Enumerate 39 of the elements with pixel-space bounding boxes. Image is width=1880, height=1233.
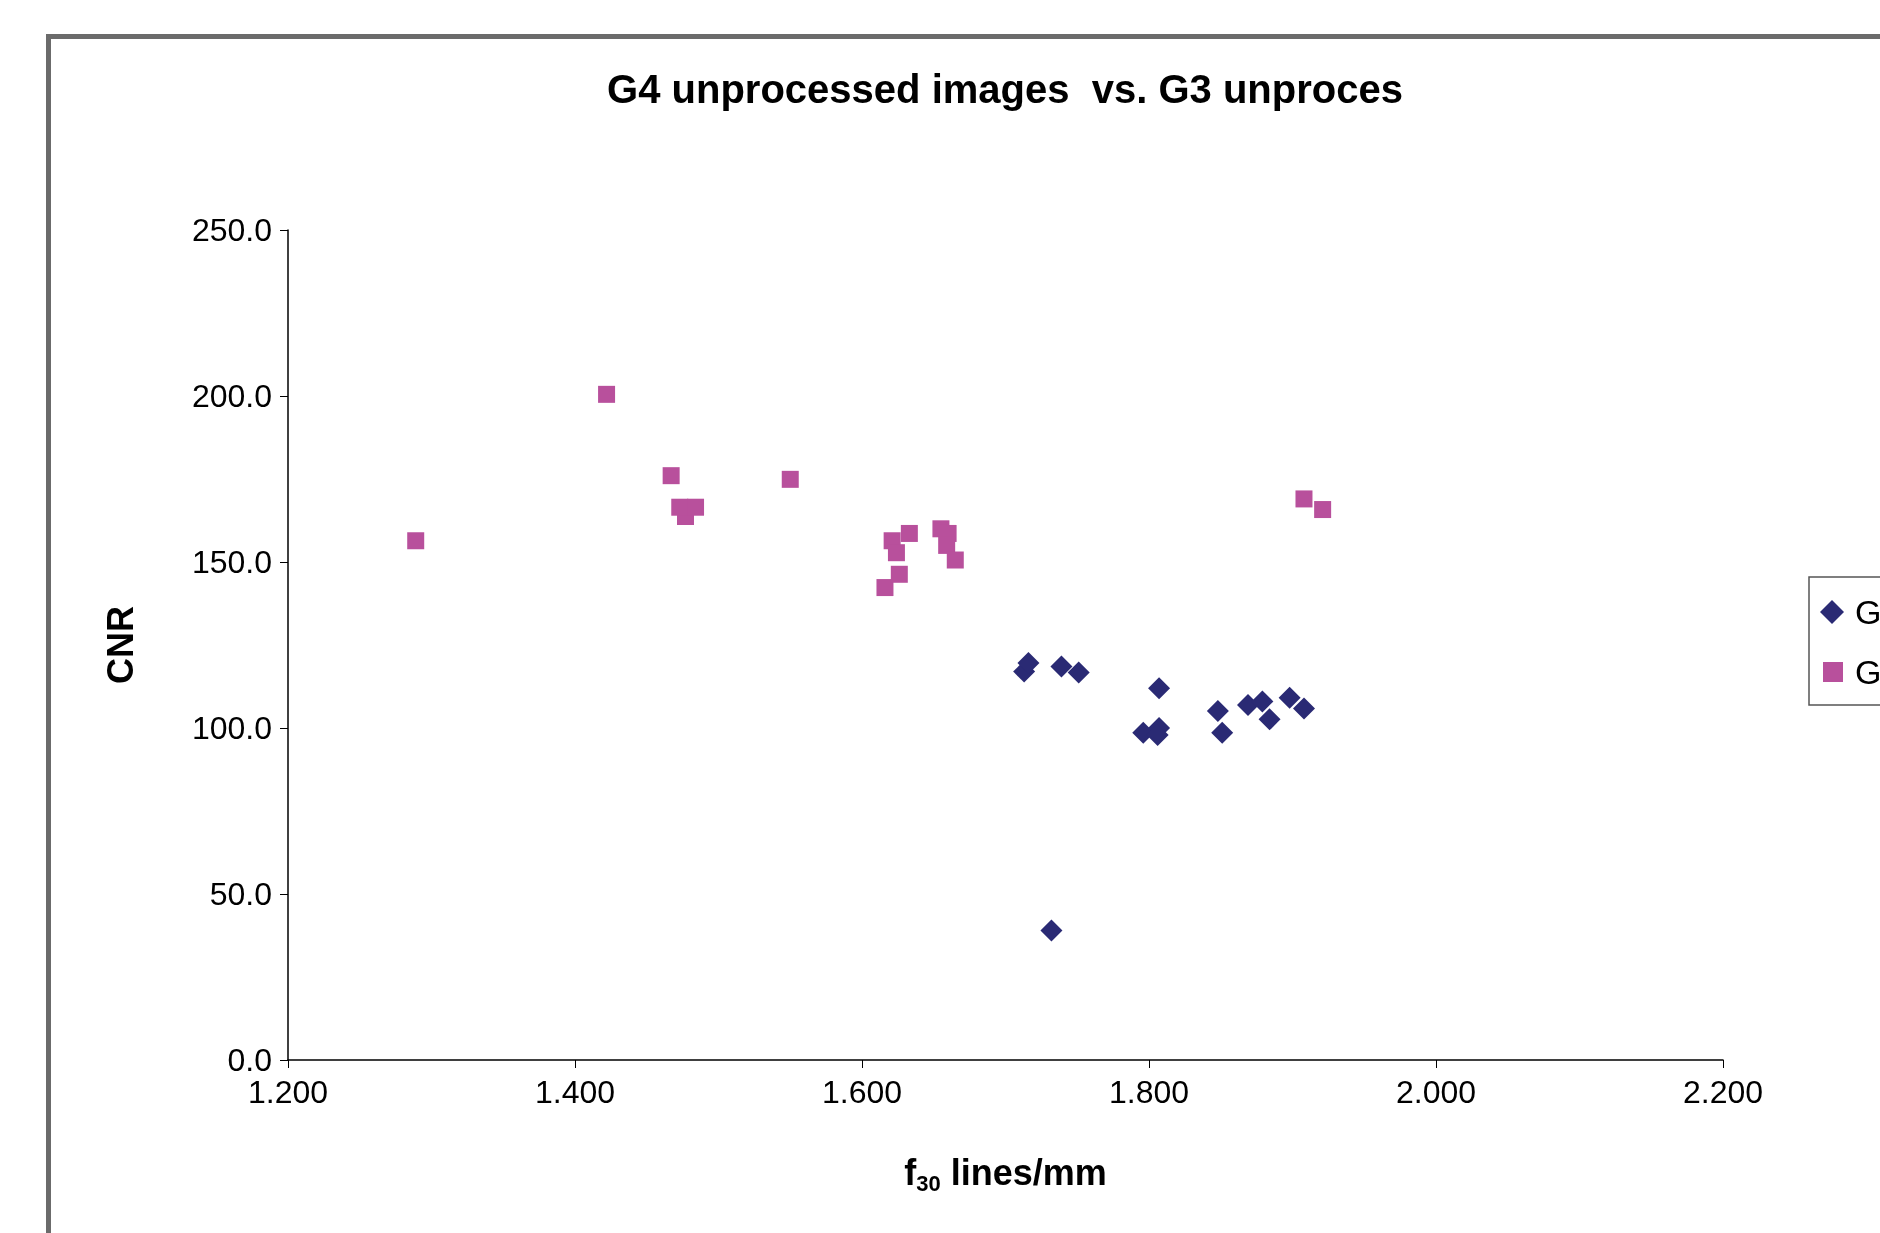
x-tick-label: 2.200 <box>1682 1074 1764 1110</box>
y-tick-label: 250.0 <box>191 212 272 248</box>
point <box>1211 721 1234 744</box>
point <box>900 524 918 542</box>
point <box>1314 501 1332 519</box>
point <box>598 385 616 403</box>
point <box>1067 661 1090 684</box>
point <box>1050 655 1073 678</box>
point <box>407 532 425 550</box>
point <box>1295 490 1313 508</box>
legend-label: G <box>1855 653 1880 691</box>
point <box>662 467 680 485</box>
point <box>781 470 799 488</box>
point <box>1278 686 1301 709</box>
y-tick-label: 100.0 <box>191 710 272 746</box>
point <box>1148 677 1171 700</box>
point <box>1292 697 1315 720</box>
x-tick-label: 1.600 <box>821 1074 903 1110</box>
y-axis-title: CNR <box>99 606 141 684</box>
point <box>890 565 908 583</box>
x-tick-label: 2.000 <box>1395 1074 1477 1110</box>
point <box>671 498 689 516</box>
point <box>1206 700 1229 723</box>
point <box>1237 694 1260 717</box>
point <box>938 536 956 554</box>
point <box>1258 708 1281 731</box>
y-tick-label: 50.0 <box>209 876 272 912</box>
x-tick-label: 1.800 <box>1108 1074 1190 1110</box>
point <box>946 551 964 569</box>
x-tick-label: 1.400 <box>534 1074 616 1110</box>
chart-title: G4 unprocessed images vs. G3 unproces <box>607 67 1403 111</box>
y-tick-label: 200.0 <box>191 378 272 414</box>
legend-label: G <box>1855 593 1880 631</box>
point <box>887 544 905 562</box>
point <box>1040 919 1063 942</box>
point <box>687 498 705 516</box>
y-tick-label: 150.0 <box>191 544 272 580</box>
point <box>1251 690 1274 713</box>
point <box>876 579 894 597</box>
